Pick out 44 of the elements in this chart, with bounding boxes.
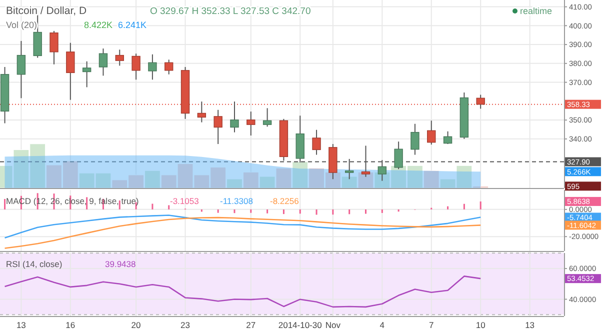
candlestick — [132, 53, 140, 80]
x-tick-label: Nov — [325, 320, 342, 330]
candlestick — [82, 60, 92, 88]
candlestick — [164, 59, 174, 75]
candlestick — [262, 108, 272, 128]
candlestick — [50, 30, 58, 65]
x-tick-label: 2014-10-30 — [278, 320, 322, 330]
x-tick-label: 4 — [380, 320, 385, 330]
annotation: -11.3308 — [220, 196, 254, 206]
line-series — [4, 276, 482, 308]
candlestick — [197, 101, 206, 123]
text: RSI (14, close) — [6, 259, 62, 269]
x-tick-label: 23 — [180, 320, 190, 330]
candlestick — [214, 109, 222, 145]
annotation: 39.9438 — [105, 259, 136, 269]
text: Bitcoin / Dollar, D — [6, 5, 87, 17]
x-tick-label: 10 — [476, 320, 486, 330]
x-tick-label: 13 — [525, 320, 535, 330]
line-series — [4, 214, 482, 238]
x-tick-label: 27 — [246, 320, 256, 330]
candlestick — [115, 49, 124, 66]
line-series — [4, 216, 482, 249]
annotation: O 329.67 H 352.33 L 327.53 C 342.70 — [150, 6, 311, 17]
candlestick — [427, 120, 436, 146]
x-tick-label: 7 — [429, 320, 434, 330]
x-tick-label: 13 — [16, 320, 26, 330]
annotation: Vol (20) — [6, 20, 38, 30]
x-tick-label: 20 — [131, 320, 142, 330]
candlestick — [443, 130, 452, 145]
annotation: -3.1053 — [170, 196, 200, 206]
x-tick-label: 16 — [66, 320, 76, 330]
candlestick — [410, 123, 420, 156]
candlestick — [246, 111, 256, 136]
candlestick — [476, 94, 485, 110]
annotation: realtime — [520, 6, 552, 16]
candlestick — [16, 40, 26, 99]
candlestick — [230, 101, 239, 133]
candlestick — [148, 54, 157, 80]
annotation: -8.2256 — [270, 196, 300, 206]
candlestick — [66, 42, 75, 100]
annotation: 8.422K — [84, 20, 113, 30]
candlestick — [98, 48, 108, 76]
annotation: 6.241K — [118, 20, 147, 30]
candlestick — [312, 129, 321, 156]
